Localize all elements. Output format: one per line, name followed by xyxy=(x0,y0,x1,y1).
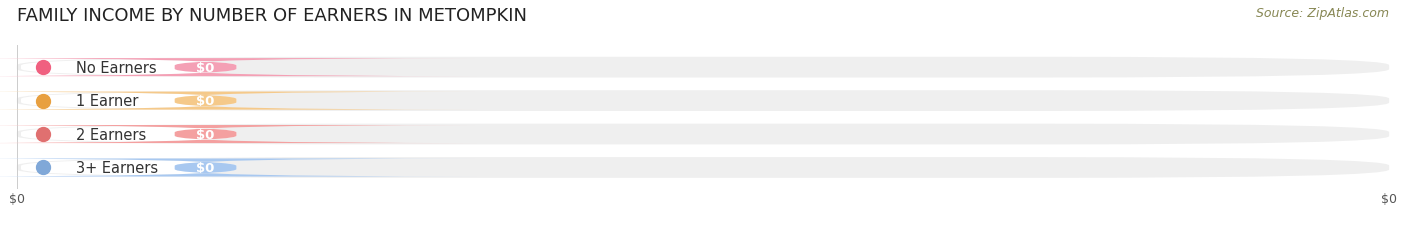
FancyBboxPatch shape xyxy=(0,159,477,177)
FancyBboxPatch shape xyxy=(0,125,323,143)
FancyBboxPatch shape xyxy=(17,58,1389,78)
Text: $0: $0 xyxy=(197,128,215,141)
FancyBboxPatch shape xyxy=(0,59,477,77)
Text: $0: $0 xyxy=(197,95,215,108)
FancyBboxPatch shape xyxy=(0,92,323,110)
FancyBboxPatch shape xyxy=(0,159,323,177)
Text: 3+ Earners: 3+ Earners xyxy=(76,160,157,175)
FancyBboxPatch shape xyxy=(0,125,477,143)
Text: Source: ZipAtlas.com: Source: ZipAtlas.com xyxy=(1256,7,1389,20)
FancyBboxPatch shape xyxy=(17,158,1389,178)
Text: $0: $0 xyxy=(197,161,215,174)
FancyBboxPatch shape xyxy=(17,124,1389,145)
Text: 2 Earners: 2 Earners xyxy=(76,127,146,142)
FancyBboxPatch shape xyxy=(17,91,1389,112)
FancyBboxPatch shape xyxy=(0,59,323,77)
FancyBboxPatch shape xyxy=(0,92,477,110)
Text: No Earners: No Earners xyxy=(76,60,156,75)
Text: FAMILY INCOME BY NUMBER OF EARNERS IN METOMPKIN: FAMILY INCOME BY NUMBER OF EARNERS IN ME… xyxy=(17,7,527,25)
Text: 1 Earner: 1 Earner xyxy=(76,94,138,109)
Text: $0: $0 xyxy=(197,61,215,74)
